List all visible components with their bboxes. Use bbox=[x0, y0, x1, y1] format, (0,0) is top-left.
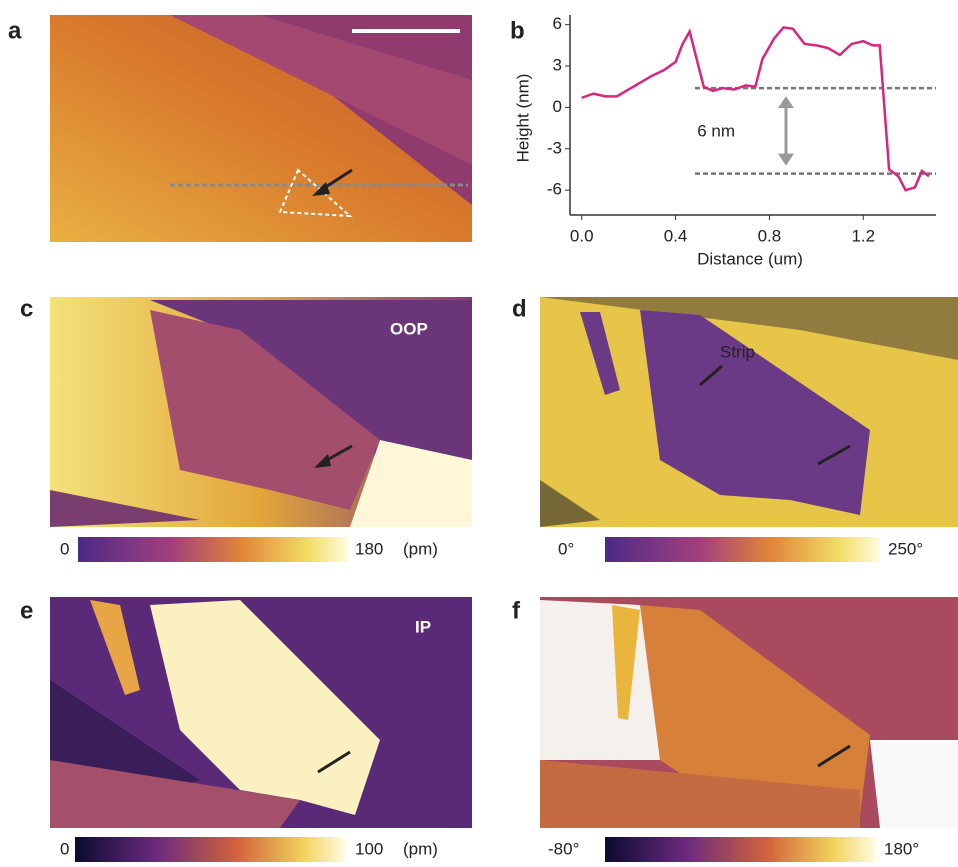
y-tick-label: -6 bbox=[547, 180, 562, 199]
image-tag: OOP bbox=[390, 319, 428, 338]
data-line bbox=[582, 27, 929, 190]
panel-label: c bbox=[20, 295, 33, 322]
y-axis-label: Height (nm) bbox=[513, 74, 532, 163]
colorbar-unit: (pm) bbox=[403, 539, 438, 558]
panel-label: e bbox=[20, 597, 33, 624]
x-tick-label: 1.2 bbox=[851, 226, 875, 245]
colorbar-min: 0 bbox=[60, 839, 69, 858]
figure: a b c d e f OOP 0 180 (pm) Strip 0° 250°… bbox=[0, 0, 958, 862]
panel-label: b bbox=[510, 17, 525, 44]
y-tick-label: 0 bbox=[553, 97, 562, 116]
afm-image: Strip bbox=[540, 297, 958, 527]
colorbar-max: 100 bbox=[355, 839, 383, 858]
afm-image bbox=[50, 15, 472, 242]
colorbar-min: 0° bbox=[558, 539, 574, 558]
afm-image bbox=[540, 597, 958, 828]
colorbar: 0° 250° bbox=[558, 537, 923, 562]
colorbar-min: -80° bbox=[548, 839, 579, 858]
panel-label: d bbox=[512, 295, 527, 322]
afm-image: IP bbox=[50, 597, 472, 828]
colorbar-max: 180 bbox=[355, 539, 383, 558]
panel-label: a bbox=[8, 17, 22, 44]
colorbar-max: 250° bbox=[888, 539, 923, 558]
colorbar-min: 0 bbox=[60, 539, 69, 558]
arrow-head bbox=[778, 154, 794, 166]
colorbar: 0 180 (pm) bbox=[60, 537, 438, 562]
colorbar-max: 180° bbox=[884, 839, 919, 858]
x-tick-label: 0.0 bbox=[570, 226, 594, 245]
arrow-head bbox=[778, 96, 794, 108]
image-tag: IP bbox=[415, 617, 431, 636]
colorbar: 0 100 (pm) bbox=[60, 837, 438, 862]
x-tick-label: 0.8 bbox=[758, 226, 782, 245]
y-tick-label: -3 bbox=[547, 138, 562, 157]
afm-image: OOP bbox=[50, 297, 472, 527]
image-tag: Strip bbox=[720, 342, 755, 361]
y-tick-label: 6 bbox=[553, 14, 562, 33]
x-tick-label: 0.4 bbox=[664, 226, 688, 245]
annotation: 6 nm bbox=[697, 121, 735, 140]
x-axis-label: Distance (um) bbox=[697, 249, 803, 268]
colorbar: -80° 180° bbox=[548, 837, 919, 862]
colorbar-unit: (pm) bbox=[403, 839, 438, 858]
panel-label: f bbox=[512, 597, 521, 624]
y-tick-label: 3 bbox=[553, 56, 562, 75]
